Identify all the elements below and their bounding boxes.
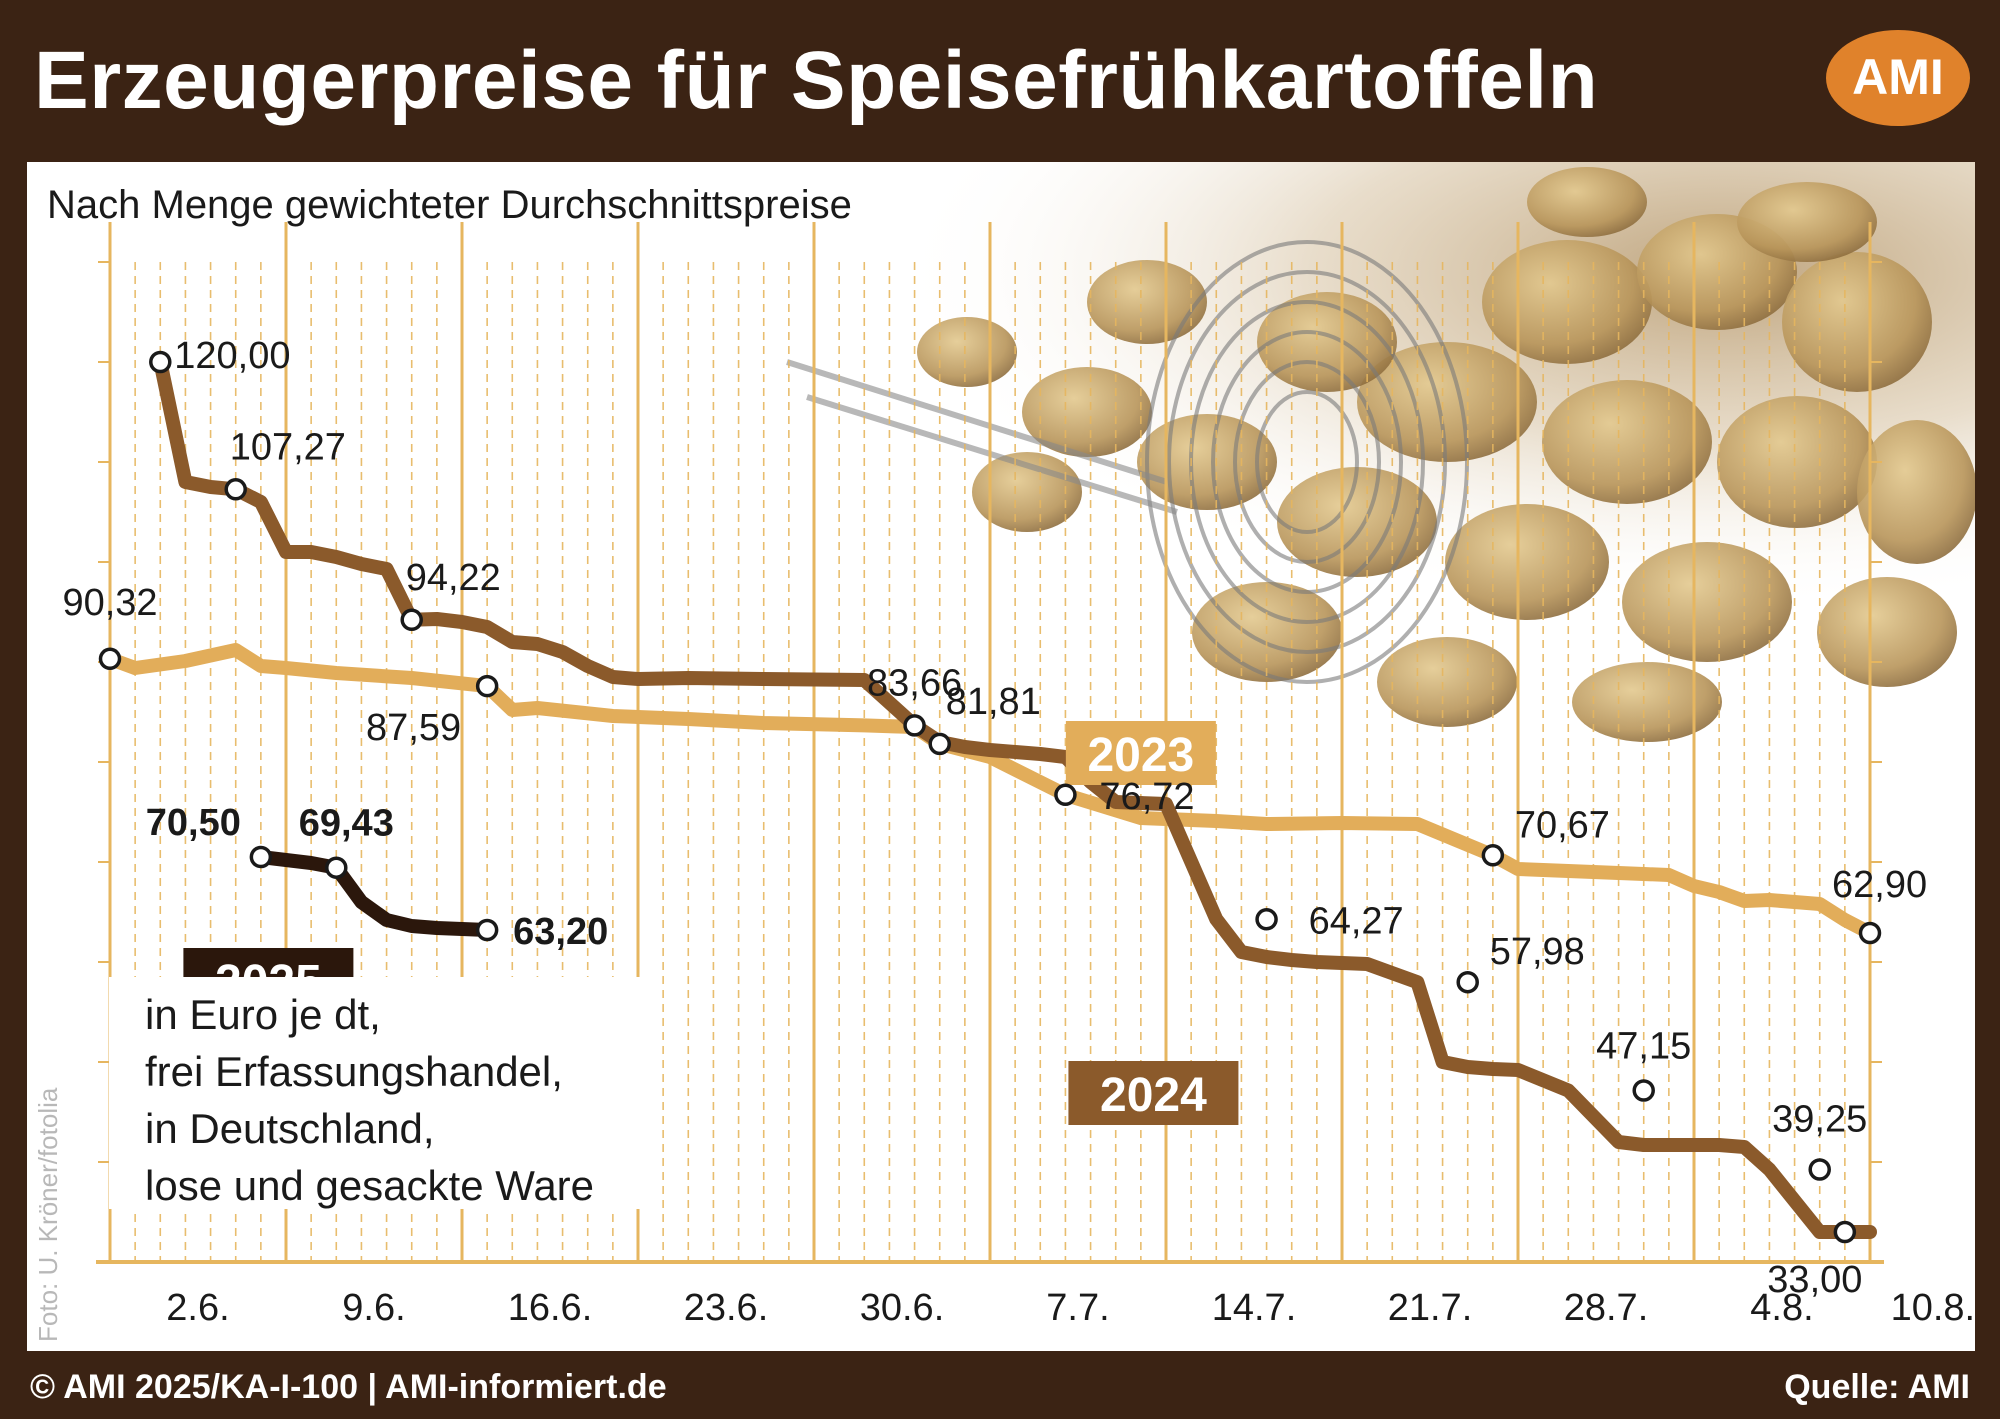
- photo-credit: Foto: U. Kröner/fotolia: [33, 1087, 63, 1342]
- data-label: 63,20: [513, 911, 608, 953]
- data-point-marker: [325, 856, 348, 879]
- x-tick-label: 30.6.: [860, 1287, 945, 1329]
- line-chart: Nach Menge gewichteter Durchschnittsprei…: [33, 162, 1975, 1342]
- x-tick-label: 21.7.: [1388, 1287, 1473, 1329]
- series-line-2024: [153, 355, 1877, 1239]
- ami-logo-badge: [1826, 30, 1970, 126]
- x-axis-ticks: 2.6. 9.6. 16.6. 23.6. 30.6. 7.7. 14.7. 21.7. 28.…: [166, 1287, 1975, 1329]
- data-point-marker: [1481, 844, 1505, 867]
- x-tick-label: 7.7.: [1046, 1287, 1109, 1329]
- data-label: 69,43: [299, 803, 394, 845]
- series-line-2023: [103, 643, 1877, 940]
- potato-photo-background: [587, 162, 1975, 742]
- x-tick-label: 4.8.: [1750, 1287, 1813, 1329]
- potato-shape: [1622, 542, 1792, 662]
- chart-subtitle: Nach Menge gewichteter Durchschnittsprei…: [47, 183, 852, 227]
- data-point-marker: [1054, 783, 1077, 807]
- scoop-wire: [1211, 330, 1403, 594]
- potato-shape: [1542, 380, 1712, 504]
- data-label: 83,66: [867, 662, 962, 704]
- data-point-marker: [1858, 921, 1882, 945]
- data-point-marker: [903, 714, 926, 737]
- unit-note-line-3: in Deutschland,: [145, 1105, 435, 1152]
- x-tick-label: 16.6.: [508, 1287, 593, 1329]
- unit-note-line-4: lose und gesackte Ware: [145, 1162, 594, 1209]
- series-tag-label: 2023: [1087, 729, 1194, 782]
- scoop-wire: [1255, 390, 1359, 534]
- x-tick-label: 23.6.: [684, 1287, 769, 1329]
- x-tick-label: 2.6.: [166, 1287, 229, 1329]
- data-point-marker: [1456, 970, 1479, 994]
- potato-shape: [1717, 396, 1877, 528]
- chart-panel: Nach Menge gewichteter Durchschnittsprei…: [27, 162, 1975, 1351]
- data-point-marker: [475, 918, 499, 942]
- data-label: 107,27: [230, 426, 346, 468]
- data-point-marker: [1808, 1158, 1831, 1181]
- potato-shape: [1572, 662, 1722, 742]
- data-label: 70,50: [146, 802, 241, 844]
- data-point-marker: [1833, 1220, 1857, 1244]
- x-tick-label: 14.7.: [1212, 1287, 1297, 1329]
- data-point-marker: [98, 647, 122, 671]
- ami-logo: AMI: [1826, 30, 1970, 126]
- potato-shape: [1087, 260, 1207, 344]
- potato-shape: [1527, 167, 1647, 237]
- series-tag-2023: [1065, 721, 1216, 785]
- series-line-2025: [253, 850, 495, 937]
- potato-shape: [1857, 420, 1975, 564]
- unit-note-box: [109, 977, 659, 1209]
- potato-shape: [1377, 637, 1517, 727]
- data-label: 70,67: [1515, 804, 1610, 846]
- data-point-marker: [1632, 1079, 1655, 1102]
- data-label: 39,25: [1772, 1099, 1867, 1141]
- data-label: 76,72: [1099, 776, 1194, 818]
- potato-shape: [1737, 182, 1877, 262]
- unit-note-line-2: frei Erfassungshandel,: [145, 1048, 563, 1095]
- data-point-marker: [224, 478, 247, 501]
- data-point-marker: [249, 845, 273, 869]
- page-title: Erzeugerpreise für Speisefrühkartoffeln: [34, 35, 1599, 126]
- data-label: 57,98: [1490, 931, 1585, 973]
- potato-shape: [1022, 367, 1152, 457]
- x-tick-label: 10.8.: [1891, 1287, 1975, 1329]
- scoop-wire: [1233, 360, 1381, 564]
- data-label: 87,59: [366, 707, 461, 749]
- unit-note: in Euro je dt, frei Erfassungshandel, in…: [109, 977, 659, 1209]
- potato-shape: [1482, 240, 1652, 364]
- data-point-marker: [1255, 908, 1278, 931]
- data-label: 33,00: [1767, 1259, 1862, 1301]
- footer-copyright: © AMI 2025/KA-I-100 | AMI-informiert.de: [30, 1368, 667, 1406]
- data-point-marker: [928, 732, 951, 756]
- series-tag-2024: [1068, 1061, 1239, 1125]
- potato-shape: [1817, 577, 1957, 687]
- data-labels: 90,32 87,59 81,81 76,72 70,67 62,90 120,00 107,…: [62, 335, 1927, 1301]
- series-layer: [103, 355, 1877, 1239]
- x-tick-label: 9.6.: [342, 1287, 405, 1329]
- data-label: 120,00: [174, 335, 290, 377]
- scoop-wire: [1167, 270, 1447, 654]
- data-label: 81,81: [946, 681, 1041, 723]
- series-tag-label: 2024: [1100, 1069, 1207, 1122]
- x-tick-label: 28.7.: [1564, 1287, 1649, 1329]
- footer-source: Quelle: AMI: [1784, 1368, 1970, 1406]
- potato-shape: [1445, 504, 1609, 620]
- potato-shape: [917, 317, 1017, 387]
- data-label: 64,27: [1309, 900, 1404, 942]
- potato-shape: [1782, 252, 1932, 392]
- data-point-marker: [400, 608, 423, 632]
- data-label: 90,32: [62, 582, 157, 624]
- data-label: 62,90: [1832, 864, 1927, 906]
- scoop-handle: [786, 359, 1168, 485]
- data-label: 47,15: [1596, 1026, 1691, 1068]
- unit-note-line-1: in Euro je dt,: [145, 991, 381, 1038]
- ami-logo-text: AMI: [1852, 49, 1944, 105]
- data-point-marker: [475, 674, 499, 698]
- data-point-marker: [149, 350, 172, 374]
- data-label: 94,22: [406, 557, 501, 599]
